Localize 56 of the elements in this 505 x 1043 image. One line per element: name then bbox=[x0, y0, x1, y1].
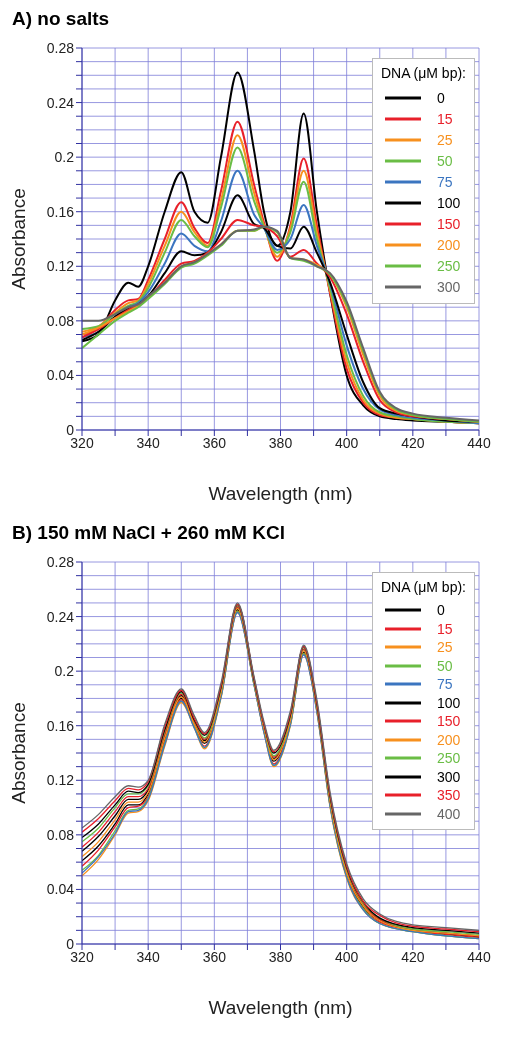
y-tick-label: 0.2 bbox=[54, 149, 75, 166]
x-tick-label: 380 bbox=[268, 948, 293, 965]
x-tick-label: 400 bbox=[334, 434, 359, 451]
legend-label: 400 bbox=[436, 805, 461, 822]
legend-label: 0 bbox=[436, 89, 445, 106]
x-axis-title: Wavelength (nm) bbox=[208, 997, 353, 1018]
y-axis-title: Absorbance bbox=[7, 188, 29, 290]
x-tick-label: 360 bbox=[202, 434, 227, 451]
legend-title: DNA (μM bp): bbox=[380, 65, 466, 81]
x-tick-label: 420 bbox=[401, 434, 425, 451]
legend-label: 100 bbox=[436, 694, 461, 711]
legend-label: 75 bbox=[436, 173, 453, 190]
y-tick-label: 0.04 bbox=[46, 881, 75, 898]
legend-title: DNA (μM bp): bbox=[380, 579, 466, 595]
legend-label: 100 bbox=[436, 194, 461, 211]
y-tick-label: 0.16 bbox=[46, 203, 75, 220]
x-axis-title: Wavelength (nm) bbox=[208, 483, 353, 504]
y-tick-label: 0.12 bbox=[46, 772, 75, 789]
legend-label: 0 bbox=[436, 602, 445, 619]
y-axis-title: Absorbance bbox=[7, 702, 29, 804]
legend-label: 15 bbox=[436, 620, 453, 637]
legend-label: 350 bbox=[436, 787, 461, 804]
y-tick-label: 0.04 bbox=[46, 367, 75, 384]
legend-label: 25 bbox=[436, 131, 453, 148]
legend-label: 250 bbox=[436, 257, 461, 274]
legend-label: 15 bbox=[436, 110, 453, 127]
y-tick-label: 0.08 bbox=[46, 826, 75, 843]
chart-title: A) no salts bbox=[12, 8, 111, 30]
y-tick-label: 0.12 bbox=[46, 258, 75, 275]
x-tick-label: 380 bbox=[268, 434, 293, 451]
legend-label: 50 bbox=[436, 657, 453, 674]
x-tick-label: 420 bbox=[401, 948, 425, 965]
x-tick-label: 360 bbox=[202, 948, 227, 965]
legend-label: 250 bbox=[436, 750, 461, 767]
x-tick-label: 340 bbox=[136, 434, 161, 451]
x-tick-label: 340 bbox=[136, 948, 161, 965]
legend-label: 50 bbox=[436, 152, 453, 169]
legend-label: 75 bbox=[436, 676, 453, 693]
x-tick-label: 400 bbox=[334, 948, 359, 965]
legend-label: 300 bbox=[436, 278, 461, 295]
y-tick-label: 0.28 bbox=[46, 39, 75, 56]
x-tick-label: 440 bbox=[467, 434, 491, 451]
legend-label: 25 bbox=[436, 639, 453, 656]
legend-label: 200 bbox=[436, 236, 461, 253]
y-tick-label: 0.16 bbox=[46, 717, 75, 734]
legend-label: 150 bbox=[436, 215, 461, 232]
chart-title: B) 150 mM NaCl + 260 mM KCl bbox=[12, 522, 286, 544]
y-tick-label: 0.24 bbox=[46, 608, 75, 625]
legend-label: 300 bbox=[436, 768, 461, 785]
y-tick-label: 0.24 bbox=[46, 94, 75, 111]
y-tick-label: 0.2 bbox=[54, 663, 75, 680]
y-tick-label: 0.08 bbox=[46, 312, 75, 329]
y-tick-label: 0.28 bbox=[46, 553, 75, 570]
x-tick-label: 440 bbox=[467, 948, 491, 965]
legend-label: 150 bbox=[436, 713, 461, 730]
legend-label: 200 bbox=[436, 731, 461, 748]
